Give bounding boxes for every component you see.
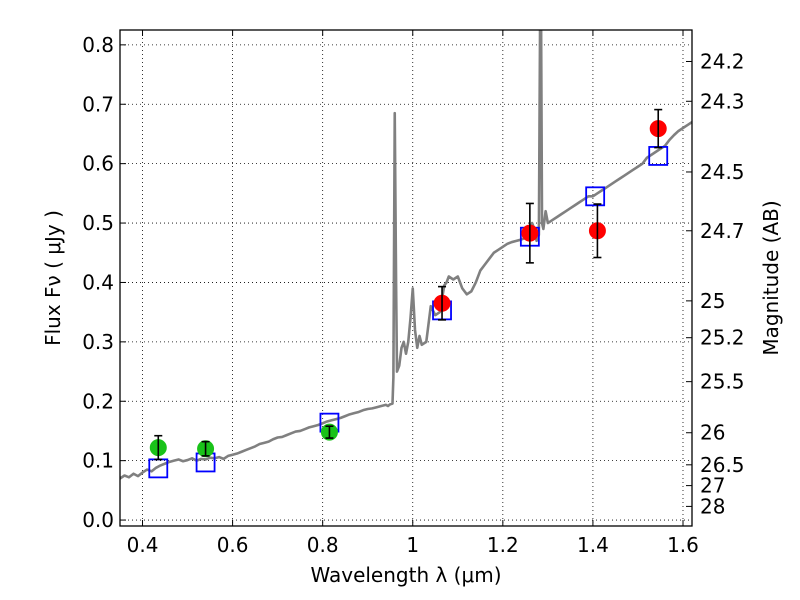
x-tick-label: 0.6 — [217, 533, 249, 557]
series-layer — [120, 30, 692, 480]
model-photometry-square — [585, 186, 606, 207]
y-tick-label: 0.1 — [82, 449, 114, 473]
x-tick-label: 0.4 — [127, 533, 159, 557]
ticks: 0.4 0.6 0.8 1 1.2 1.4 1.6 0.0 0.1 0.2 0.3 0.4 0.5 0.6… — [82, 30, 745, 557]
right-tick-label: 25 — [700, 289, 725, 313]
model-spectrum-line — [120, 30, 692, 480]
y-tick-label: 0.3 — [82, 330, 114, 354]
model-photometry-square — [148, 458, 169, 479]
y-tick-label: 0.0 — [82, 508, 114, 532]
x-tick-label: 1.4 — [577, 533, 609, 557]
x-tick-label: 1 — [406, 533, 419, 557]
y-tick-label: 0.8 — [82, 33, 114, 57]
right-tick-label: 24.2 — [700, 49, 745, 73]
right-tick-label: 24.7 — [700, 219, 745, 243]
right-tick-label: 25.5 — [700, 370, 745, 394]
x-tick-label: 0.8 — [307, 533, 339, 557]
plot-frame — [119, 29, 693, 527]
y-axis-label: Flux Fν ( μJy ) — [41, 210, 65, 346]
right-tick-label: 25.2 — [700, 326, 745, 350]
y-tick-label: 0.5 — [82, 211, 114, 235]
x-tick-label: 1.2 — [487, 533, 519, 557]
y-tick-label: 0.4 — [82, 270, 114, 294]
y-tick-label: 0.2 — [82, 389, 114, 413]
y-tick-label: 0.6 — [82, 152, 114, 176]
y-axis-right-label: Magnitude (AB) — [759, 200, 783, 355]
right-tick-label: 24.3 — [700, 89, 745, 113]
x-axis-label: Wavelength λ (μm) — [310, 563, 501, 587]
right-tick-label: 24.5 — [700, 160, 745, 184]
x-tick-label: 1.6 — [667, 533, 699, 557]
y-tick-label: 0.7 — [82, 92, 114, 116]
right-tick-label: 26.5 — [700, 453, 745, 477]
right-tick-label: 26 — [700, 421, 725, 445]
right-tick-label: 27 — [700, 474, 725, 498]
right-tick-label: 28 — [700, 494, 725, 518]
